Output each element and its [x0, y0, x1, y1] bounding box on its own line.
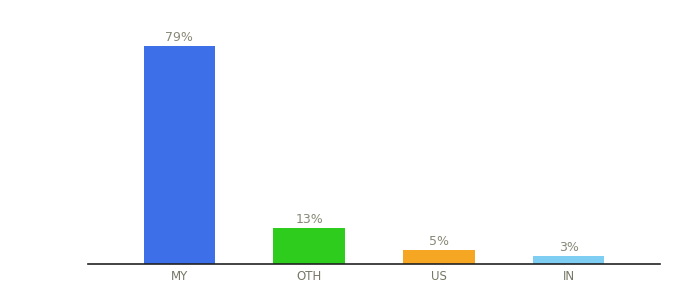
- Text: 79%: 79%: [165, 31, 193, 44]
- Text: 5%: 5%: [429, 235, 449, 248]
- Bar: [143, 46, 215, 264]
- Text: 13%: 13%: [295, 213, 323, 226]
- Bar: [533, 256, 605, 264]
- Text: 3%: 3%: [559, 241, 579, 254]
- Bar: [403, 250, 475, 264]
- Bar: [273, 228, 345, 264]
